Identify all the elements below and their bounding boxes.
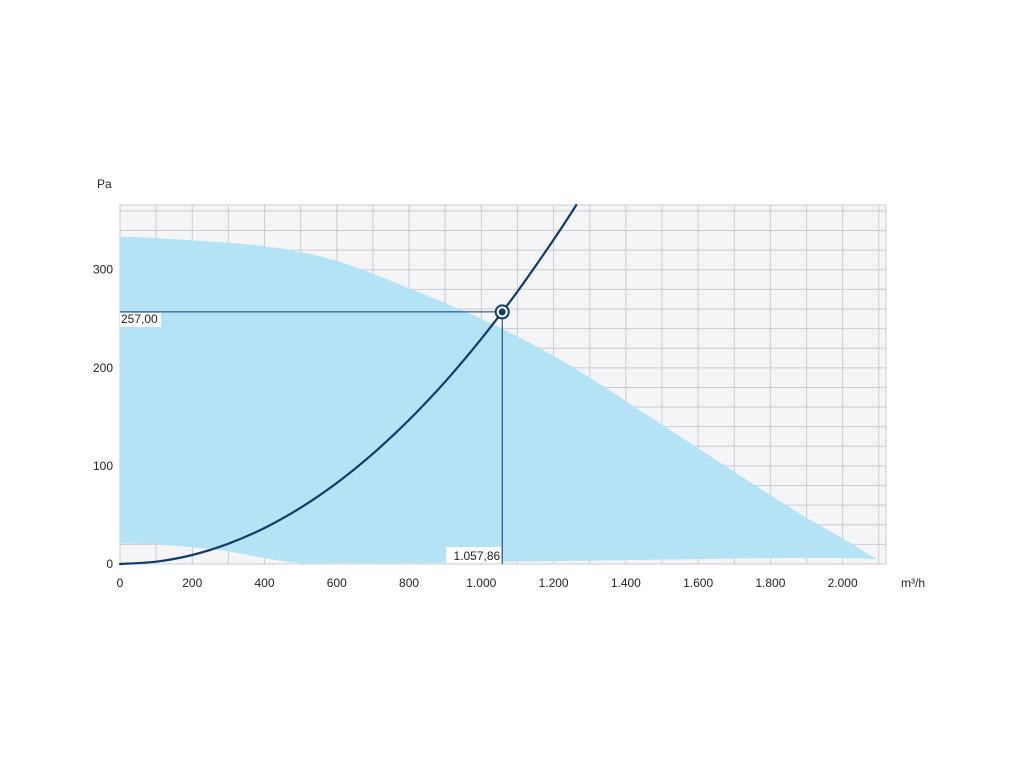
- x-axis-unit-label: m³/h: [901, 576, 925, 590]
- x-tick-label: 600: [327, 576, 347, 590]
- y-tick-label: 200: [93, 361, 113, 375]
- operating-point-x-label: 1.057,86: [446, 547, 502, 563]
- operating-point-inner-dot[interactable]: [498, 308, 506, 316]
- x-tick-label: 1.600: [683, 576, 713, 590]
- x-tick-label: 2.000: [828, 576, 858, 590]
- operating-point-y-label: 257,00: [120, 312, 161, 327]
- y-tick-label: 300: [93, 263, 113, 277]
- operating-point-x-label-background: [446, 547, 502, 563]
- x-tick-label: 1.400: [611, 576, 641, 590]
- operating-point-x-value: 1.057,86: [454, 549, 501, 563]
- x-tick-label: 800: [399, 576, 419, 590]
- operating-point-y-label-background: [120, 312, 161, 327]
- operating-point-marker[interactable]: [494, 304, 510, 320]
- y-tick-label: 100: [93, 459, 113, 473]
- y-axis-unit-label: Pa: [97, 177, 112, 191]
- operating-range-area: [120, 236, 877, 564]
- operating-point-y-value: 257,00: [121, 312, 158, 326]
- x-tick-label: 1.000: [466, 576, 496, 590]
- system-curve: [118, 203, 578, 566]
- x-tick-label: 0: [117, 576, 124, 590]
- y-tick-label: 0: [106, 557, 113, 571]
- operating-point-guides: [120, 311, 503, 564]
- x-axis-tick-labels: 0 200 400 600 800 1.000 1.200 1.400 1.600 1.800 2.…: [117, 576, 858, 590]
- y-axis-tick-labels: 0 100 200 300: [93, 263, 113, 571]
- x-tick-label: 1.800: [755, 576, 785, 590]
- x-tick-label: 1.200: [539, 576, 569, 590]
- x-tick-label: 200: [182, 576, 202, 590]
- x-tick-label: 400: [255, 576, 275, 590]
